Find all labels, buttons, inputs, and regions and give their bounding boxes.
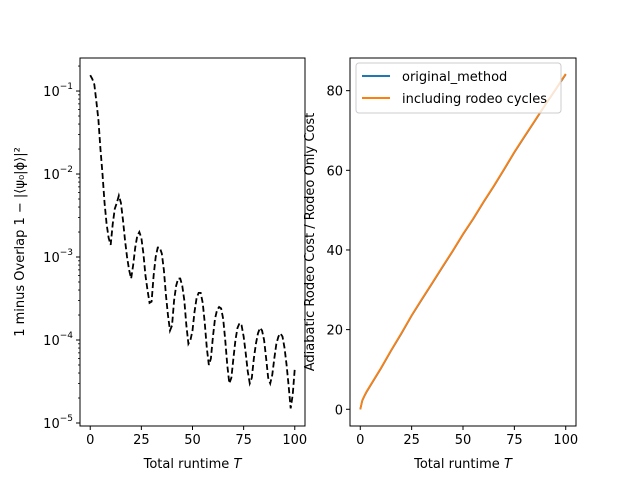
left-x-axis-label: Total runtime T xyxy=(143,457,243,472)
left-chart-panel: 0 25 50 75 100 10−5 10−4 10−3 10−2 10−1 Total ru… xyxy=(13,57,307,472)
right-x-tick-label: 75 xyxy=(506,433,523,448)
right-chart-panel: 0 25 50 75 100 0 20 40 60 80 Total runtime T Adi… xyxy=(303,57,578,472)
right-y-tick-label: 80 xyxy=(326,85,343,100)
left-x-ticks: 0 25 50 75 100 xyxy=(86,426,307,448)
legend-label-original-method: original_method xyxy=(402,70,507,85)
right-y-axis-label: Adiabatic Rodeo Cost / Rodeo Only Cost xyxy=(303,113,318,372)
right-y-ticks: 0 20 40 60 80 xyxy=(326,85,350,418)
legend: original_method including rodeo cycles xyxy=(355,62,562,114)
right-axes-frame xyxy=(349,57,577,427)
left-x-tick-label: 50 xyxy=(184,433,201,448)
left-plot-area xyxy=(80,58,305,426)
left-x-tick-label: 75 xyxy=(235,433,252,448)
left-axes-frame xyxy=(79,57,306,427)
right-series-line-1 xyxy=(359,73,567,410)
left-y-axis-label: 1 minus Overlap 1 − |⟨ψ₀|ϕ⟩|² xyxy=(13,147,28,337)
left-y-tick-label: 10−1 xyxy=(43,82,73,100)
left-series-line-0 xyxy=(89,74,296,409)
right-x-tick-label: 100 xyxy=(553,433,578,448)
right-y-tick-label: 20 xyxy=(326,324,343,339)
left-x-tick-label: 100 xyxy=(282,433,307,448)
left-y-tick-label: 10−3 xyxy=(43,248,73,266)
left-y-tick-label: 10−4 xyxy=(43,331,73,349)
left-x-tick-label: 0 xyxy=(86,433,94,448)
right-series-layer xyxy=(359,73,567,410)
right-y-tick-label: 60 xyxy=(326,164,343,179)
left-x-tick-label: 25 xyxy=(133,433,150,448)
right-y-tick-label: 0 xyxy=(335,403,343,418)
right-x-tick-label: 0 xyxy=(356,433,364,448)
left-series-layer xyxy=(89,74,296,409)
right-plot-area xyxy=(350,58,576,426)
right-x-tick-label: 25 xyxy=(403,433,420,448)
legend-box xyxy=(355,62,562,114)
right-x-axis-label: Total runtime T xyxy=(413,457,513,472)
right-x-tick-label: 50 xyxy=(455,433,472,448)
legend-label-including-rodeo-cycles: including rodeo cycles xyxy=(402,92,547,107)
left-y-tick-label: 10−5 xyxy=(43,414,73,432)
left-y-tick-label: 10−2 xyxy=(43,165,73,183)
right-y-tick-label: 40 xyxy=(326,244,343,259)
right-x-ticks: 0 25 50 75 100 xyxy=(356,426,578,448)
left-y-ticks: 10−5 10−4 10−3 10−2 10−1 xyxy=(43,65,80,432)
